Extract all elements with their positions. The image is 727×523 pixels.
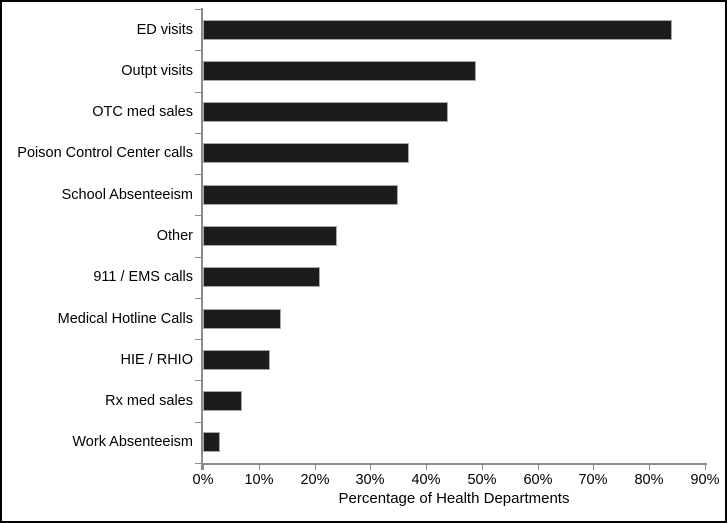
y-tick [195,463,201,464]
category-label: Poison Control Center calls [17,145,193,161]
x-axis-line [201,463,707,465]
y-tick [195,298,201,299]
x-tick-label: 80% [634,472,664,488]
y-tick [195,174,201,175]
category-label: Rx med sales [105,393,193,409]
category-label: School Absenteeism [61,187,193,203]
category-label: 911 / EMS calls [93,269,193,285]
x-tick [370,465,371,470]
x-tick-label: 0% [192,472,214,488]
x-tick [482,465,483,470]
y-tick [195,133,201,134]
x-tick-label: 50% [467,472,497,488]
y-tick [195,380,201,381]
bar [203,20,672,40]
x-tick-label: 60% [523,472,553,488]
y-tick [195,9,201,10]
y-tick [195,215,201,216]
category-label: Other [156,228,193,244]
y-axis-line [201,8,203,470]
bar [203,267,320,287]
x-tick-label: 20% [300,472,330,488]
y-tick [195,339,201,340]
y-tick [195,422,201,423]
x-tick-label: 90% [690,472,720,488]
bar [203,61,476,81]
category-label: Work Absenteeism [72,434,193,450]
bar [203,185,398,205]
bar [203,350,270,370]
bar [203,226,337,246]
bar [203,102,448,122]
x-tick [315,465,316,470]
x-axis-title: Percentage of Health Departments [338,490,570,507]
x-tick [259,465,260,470]
bar [203,309,281,329]
x-tick [649,465,650,470]
bar [203,391,242,411]
category-label: Outpt visits [121,63,193,79]
category-label: ED visits [136,22,193,38]
x-tick-label: 40% [411,472,441,488]
bar [203,143,409,163]
y-tick [195,257,201,258]
category-label: HIE / RHIO [120,352,193,368]
y-tick [195,92,201,93]
x-tick-label: 30% [355,472,385,488]
x-tick-label: 10% [244,472,274,488]
bar [203,432,220,452]
x-tick [705,465,706,470]
category-label: Medical Hotline Calls [57,311,193,327]
x-tick [538,465,539,470]
x-tick [203,465,204,470]
category-label: OTC med sales [92,104,193,120]
x-tick-label: 70% [578,472,608,488]
x-tick [426,465,427,470]
y-tick [195,50,201,51]
x-tick [593,465,594,470]
